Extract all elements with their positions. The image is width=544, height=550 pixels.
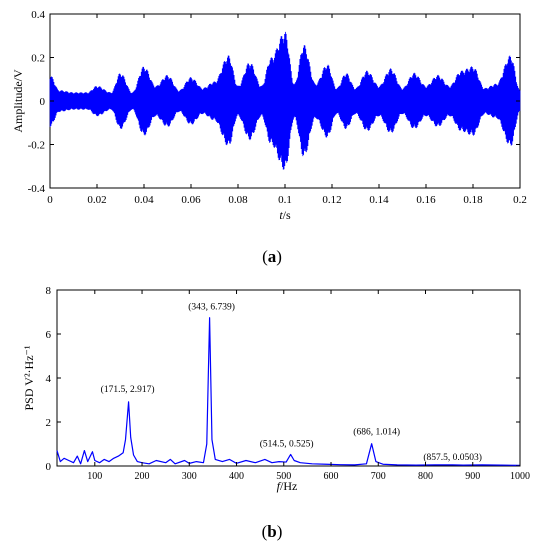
peak-annotation: (343, 6.739): [188, 302, 235, 313]
peak-annotation: (857.5, 0.0503): [423, 452, 482, 463]
x-tick-label: 0.06: [181, 194, 201, 206]
chart-b-series: [56, 317, 521, 466]
chart-a-series: [49, 31, 521, 170]
y-tick-label: 0: [40, 96, 46, 108]
x-tick-label: 0.1: [278, 194, 292, 206]
y-tick-label: 6: [46, 329, 52, 341]
x-tick-label: 0: [47, 194, 53, 206]
y-tick-label: 2: [46, 417, 52, 429]
x-tick-label: 0.08: [228, 194, 248, 206]
chart-a: 0 0.02 0.04 0.06 0.08 0.1 0.12 0.14 0.16 0.18 0.2 …: [11, 9, 527, 266]
chart-b-y-label: PSD V²·Hz⁻¹: [22, 345, 36, 410]
y-tick-label: 8: [46, 285, 52, 297]
x-tick-label: 100: [87, 471, 102, 482]
y-tick-label: 0.4: [31, 9, 45, 21]
x-tick-label: 0.12: [322, 194, 341, 206]
chart-b-x-label: f/Hz: [277, 479, 298, 493]
panel-a-label: (a): [262, 247, 282, 266]
x-tick-label: 0.04: [134, 194, 154, 206]
chart-a-x-label: t/s: [279, 208, 291, 222]
peak-annotation: (686, 1.014): [353, 427, 400, 438]
x-tick-label: 400: [229, 471, 244, 482]
x-tick-label: 600: [324, 471, 339, 482]
chart-b-x-ticks: 100 200 300 400 500 600 700 800 900 1000: [87, 290, 530, 482]
peak-annotation: (514.5, 0.525): [260, 438, 314, 449]
y-tick-label: -0.2: [28, 140, 45, 152]
chart-a-y-ticks: -0.4 -0.2 0 0.2 0.4: [28, 9, 520, 195]
x-tick-label: 800: [418, 471, 433, 482]
x-tick-label: 900: [465, 471, 480, 482]
x-tick-label: 700: [371, 471, 386, 482]
x-tick-label: 0.18: [463, 194, 483, 206]
x-tick-label: 1000: [510, 471, 530, 482]
chart-b-annotations: (171.5, 2.917) (343, 6.739) (514.5, 0.525)…: [101, 302, 482, 463]
x-tick-label: 500: [276, 471, 291, 482]
x-tick-label: 300: [182, 471, 197, 482]
chart-b-y-ticks: 0 2 4 6 8: [46, 285, 520, 473]
x-tick-label: 0.2: [513, 194, 527, 206]
chart-b: 100 200 300 400 500 600 700 800 900 1000 0 2 4 6 8 (1…: [22, 285, 530, 541]
x-tick-label: 0.02: [87, 194, 106, 206]
chart-a-x-ticks: 0 0.02 0.04 0.06 0.08 0.1 0.12 0.14 0.16 0.18 0.2: [47, 14, 527, 206]
x-tick-label: 0.16: [416, 194, 436, 206]
x-tick-label: 200: [135, 471, 150, 482]
peak-annotation: (171.5, 2.917): [101, 384, 155, 395]
y-tick-label: 4: [46, 373, 52, 385]
panel-b-label: (b): [262, 522, 283, 541]
y-tick-label: 0.2: [31, 53, 45, 65]
y-tick-label: 0: [46, 461, 52, 473]
x-tick-label: 0.14: [369, 194, 389, 206]
waveform-line: [49, 31, 521, 170]
y-tick-label: -0.4: [28, 183, 46, 195]
psd-line: [56, 317, 521, 466]
chart-a-y-label: Amplitude/V: [11, 69, 25, 133]
